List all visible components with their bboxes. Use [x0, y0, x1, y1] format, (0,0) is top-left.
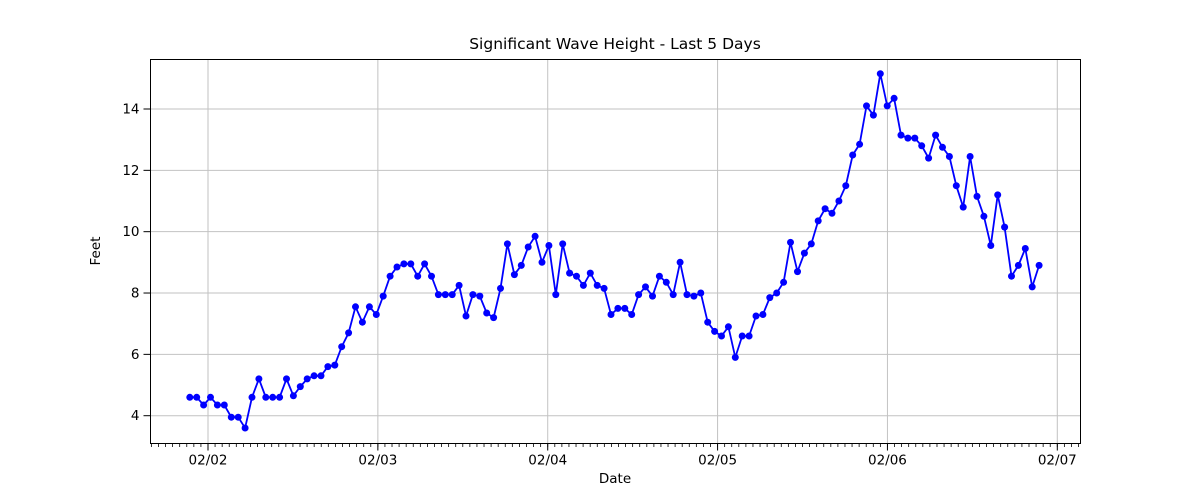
plot-border: [150, 59, 1081, 444]
y-tick-label: 12: [122, 163, 139, 179]
x-tick-label: 02/06: [868, 453, 907, 469]
x-axis-label: Date: [598, 471, 632, 487]
chart-title: Significant Wave Height - Last 5 Days: [469, 35, 761, 53]
x-minor-ticks: [150, 443, 1079, 447]
wave-height-markers: [186, 70, 1043, 432]
x-tick-label: 02/02: [189, 453, 228, 469]
y-tick-label: 10: [122, 224, 139, 240]
x-tick-label: 02/05: [698, 453, 737, 469]
y-axis-label: Feet: [88, 236, 104, 266]
y-tick-label: 8: [131, 286, 140, 302]
grid-lines: [150, 59, 1081, 444]
x-tick-label: 02/04: [528, 453, 567, 469]
y-tick-label: 14: [122, 102, 139, 118]
x-tick-label: 02/03: [358, 453, 397, 469]
x-axis-ticks: 02/02 02/03 02/04 02/05 02/06 02/07: [189, 443, 1077, 469]
y-axis-ticks: 4 6 8 10 12 14: [122, 102, 151, 424]
y-tick-label: 6: [131, 347, 140, 363]
x-tick-label: 02/07: [1038, 453, 1077, 469]
wave-height-line: [189, 73, 1040, 431]
y-tick-label: 4: [131, 408, 140, 424]
